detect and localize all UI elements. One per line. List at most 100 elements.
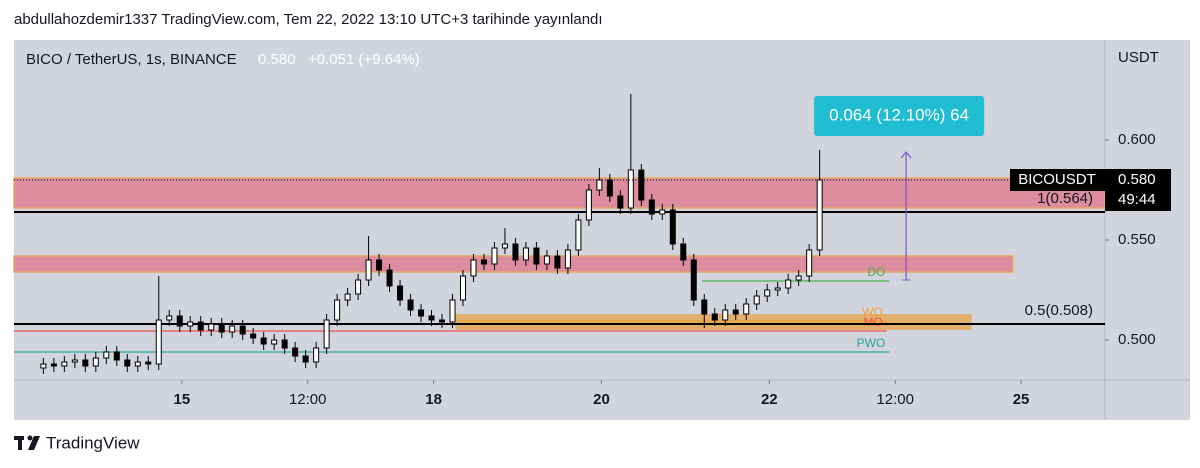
candle-body	[82, 359, 89, 367]
candle-body	[344, 293, 351, 301]
candle-body	[554, 255, 561, 269]
candle-body	[355, 279, 362, 295]
candle-body	[732, 309, 739, 315]
zone	[13, 177, 1106, 209]
countdown-label: 49:44	[1118, 191, 1156, 208]
price-tag	[1105, 169, 1171, 211]
x-tick-label: 20	[593, 391, 610, 408]
candle-body	[365, 259, 372, 281]
candle-body	[229, 325, 236, 333]
marker-label: DO	[867, 265, 885, 279]
candle-body	[617, 195, 624, 209]
candle-body	[659, 209, 666, 215]
candle-body	[690, 259, 697, 301]
x-tick-label: 22	[761, 391, 778, 408]
candle-body	[596, 179, 603, 191]
x-tick-label: 15	[174, 391, 191, 408]
candle-body	[313, 347, 320, 363]
legend-change: +0.051 (+9.64%)	[308, 51, 420, 68]
candle-body	[103, 351, 110, 359]
candle-body	[669, 209, 676, 245]
candle-body	[533, 247, 540, 265]
candle-body	[113, 351, 120, 361]
candle-body	[376, 259, 383, 271]
legend-title: BICO / TetherUS, 1s, BINANCE	[26, 51, 237, 68]
candle-body	[197, 321, 204, 331]
candle-body	[386, 269, 393, 287]
currency: USDT	[1118, 49, 1159, 66]
candle-body	[816, 179, 823, 251]
candle-body	[606, 179, 613, 197]
candle-body	[271, 339, 278, 345]
candle-body	[260, 337, 267, 345]
fib-level-label: 0.5(0.508)	[1025, 302, 1093, 319]
candle-body	[428, 315, 435, 321]
candle-body	[407, 299, 414, 311]
candle-body	[512, 243, 519, 261]
candle-body	[145, 361, 152, 365]
candle-body	[302, 355, 309, 363]
candle-body	[795, 275, 802, 281]
candle-body	[711, 313, 718, 321]
candle-body	[218, 323, 225, 333]
marker-label: PWO	[857, 336, 886, 350]
candle-body	[40, 363, 47, 369]
candle-body	[239, 325, 246, 335]
measure-box	[814, 96, 985, 136]
candle-body	[176, 315, 183, 327]
candle-body	[764, 289, 771, 297]
price-tag-label: 0.580	[1118, 171, 1156, 188]
x-tick-label: 25	[1013, 391, 1030, 408]
x-tick-label: 12:00	[876, 391, 914, 408]
candle-body	[743, 303, 750, 315]
candle-body	[459, 275, 466, 301]
footer-brand: TradingView	[46, 433, 140, 452]
candle-body	[501, 243, 508, 249]
candle-body	[61, 361, 68, 367]
candle-body	[806, 249, 813, 277]
candle-body	[774, 287, 781, 291]
symbol-tag-label: BICOUSDT	[1018, 171, 1096, 188]
chart-bg	[14, 40, 1190, 420]
marker-label: MO	[863, 315, 882, 329]
candle-body	[522, 247, 529, 261]
candle-body	[543, 255, 550, 265]
candle-body	[323, 319, 330, 349]
candle-body	[124, 359, 131, 367]
candle-body	[564, 249, 571, 269]
fib-level-label: 1(0.564)	[1037, 190, 1093, 207]
marker-label: WO	[862, 305, 883, 319]
candle-body	[334, 299, 341, 321]
candle-body	[785, 279, 792, 289]
candle-body	[50, 363, 57, 367]
candle-body	[439, 319, 446, 323]
measure-arrowhead	[900, 151, 912, 159]
candle-body	[208, 323, 215, 331]
candle-body	[134, 361, 141, 367]
candle-body	[638, 169, 645, 201]
candle-body	[753, 295, 760, 305]
candle-body	[187, 321, 194, 327]
candle-body	[281, 339, 288, 349]
candle-body	[585, 189, 592, 221]
candle-body	[71, 359, 78, 363]
candle-body	[92, 357, 99, 367]
candle-body	[470, 259, 477, 277]
candle-body	[491, 247, 498, 265]
candle-body	[701, 299, 708, 315]
candle-body	[449, 299, 456, 323]
candle-body	[418, 309, 425, 317]
logo	[14, 435, 40, 450]
header: abdullahozdemir1337 TradingView.com, Tem…	[14, 11, 603, 28]
y-tick-label: 0.550	[1118, 231, 1156, 248]
candle-body	[680, 243, 687, 261]
candle-body	[575, 219, 582, 251]
candle-body	[250, 333, 257, 339]
measure-label: 0.064 (12.10%) 64	[829, 105, 969, 124]
candle-body	[722, 309, 729, 321]
x-tick-label: 18	[425, 391, 442, 408]
y-tick-label: 0.600	[1118, 131, 1156, 148]
candle-body	[292, 347, 299, 357]
